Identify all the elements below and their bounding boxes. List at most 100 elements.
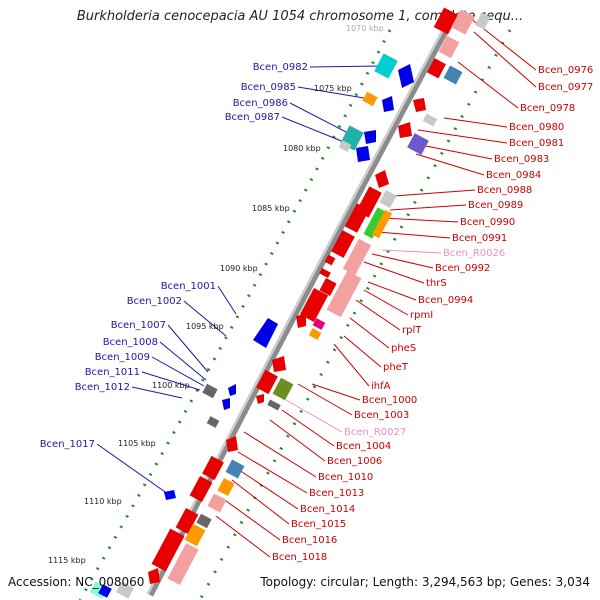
gene-label[interactable]: Bcen_R0027 bbox=[344, 427, 406, 438]
gene-feature[interactable] bbox=[398, 122, 412, 138]
gene-feature[interactable] bbox=[312, 318, 326, 330]
gene-label[interactable]: ihfA bbox=[371, 381, 391, 392]
gene-feature[interactable] bbox=[202, 383, 218, 399]
gene-feature[interactable] bbox=[364, 130, 376, 144]
gene-feature[interactable] bbox=[362, 91, 378, 107]
gene-label[interactable]: Bcen_0987 bbox=[225, 112, 280, 123]
gene-feature[interactable] bbox=[443, 65, 463, 85]
gene-feature[interactable] bbox=[326, 270, 362, 318]
gene-label[interactable]: Bcen_0986 bbox=[233, 98, 288, 109]
gene-label[interactable]: Bcen_1001 bbox=[161, 281, 216, 292]
gene-feature[interactable] bbox=[451, 9, 475, 35]
gene-label[interactable]: Bcen_0977 bbox=[538, 82, 593, 93]
gene-feature[interactable] bbox=[398, 64, 414, 88]
gene-label[interactable]: rpmI bbox=[410, 310, 433, 321]
gene-feature[interactable] bbox=[413, 98, 426, 112]
gene-label[interactable]: Bcen_0990 bbox=[460, 217, 515, 228]
gene-feature[interactable] bbox=[342, 238, 372, 276]
gene-feature[interactable] bbox=[338, 140, 352, 152]
gene-feature[interactable] bbox=[344, 203, 370, 233]
gene-feature[interactable] bbox=[379, 190, 397, 208]
gene-feature[interactable] bbox=[207, 493, 227, 513]
gene-feature[interactable] bbox=[296, 314, 306, 328]
gene-label[interactable]: Bcen_0991 bbox=[452, 233, 507, 244]
gene-feature[interactable] bbox=[217, 478, 235, 496]
gene-label[interactable]: Bcen_1002 bbox=[127, 296, 182, 307]
gene-feature[interactable] bbox=[148, 568, 160, 584]
gene-label[interactable]: Bcen_0982 bbox=[253, 62, 308, 73]
gene-feature[interactable] bbox=[175, 508, 199, 534]
gene-feature[interactable] bbox=[225, 459, 245, 479]
gene-feature[interactable] bbox=[202, 455, 224, 481]
gene-label[interactable]: Bcen_1009 bbox=[95, 352, 150, 363]
gene-feature[interactable] bbox=[426, 58, 446, 79]
gene-feature[interactable] bbox=[356, 146, 370, 162]
gene-label[interactable]: Bcen_0985 bbox=[241, 82, 296, 93]
gene-label[interactable]: Bcen_1010 bbox=[318, 472, 373, 483]
gene-feature[interactable] bbox=[189, 476, 213, 502]
gene-label[interactable]: Bcen_1011 bbox=[85, 367, 140, 378]
gene-feature[interactable] bbox=[164, 490, 176, 500]
gene-label[interactable]: pheS bbox=[391, 343, 416, 354]
gene-label[interactable]: Bcen_1016 bbox=[282, 535, 337, 546]
gene-feature[interactable] bbox=[308, 328, 322, 340]
gene-label[interactable]: Bcen_0989 bbox=[468, 200, 523, 211]
gene-feature[interactable] bbox=[272, 377, 294, 401]
gene-feature[interactable] bbox=[167, 543, 199, 585]
gene-feature[interactable] bbox=[272, 356, 286, 372]
gene-label[interactable]: Bcen_0994 bbox=[418, 295, 473, 306]
gene-label[interactable]: Bcen_0978 bbox=[520, 103, 575, 114]
gene-label[interactable]: Bcen_1007 bbox=[111, 320, 166, 331]
gene-feature[interactable] bbox=[253, 318, 278, 348]
gene-feature[interactable] bbox=[151, 528, 185, 572]
gene-feature[interactable] bbox=[475, 12, 491, 30]
gene-label[interactable]: Bcen_1015 bbox=[291, 519, 346, 530]
gene-feature[interactable] bbox=[324, 254, 336, 266]
gene-feature[interactable] bbox=[98, 584, 112, 598]
gene-label[interactable]: Bcen_1013 bbox=[309, 488, 364, 499]
gene-label[interactable]: Bcen_0976 bbox=[538, 65, 593, 76]
gene-label[interactable]: Bcen_1003 bbox=[354, 410, 409, 421]
gene-feature[interactable] bbox=[299, 288, 329, 322]
gene-label[interactable]: pheT bbox=[383, 362, 409, 373]
gene-feature[interactable] bbox=[206, 416, 220, 428]
gene-feature[interactable] bbox=[196, 513, 212, 529]
gene-feature[interactable] bbox=[267, 399, 281, 411]
gene-label[interactable]: thrS bbox=[426, 278, 447, 289]
gene-label[interactable]: Bcen_0980 bbox=[509, 122, 564, 133]
gene-feature[interactable] bbox=[438, 35, 460, 59]
gene-label[interactable]: Bcen_1004 bbox=[336, 441, 391, 452]
gene-feature[interactable] bbox=[422, 113, 438, 127]
gene-feature[interactable] bbox=[375, 170, 389, 188]
gene-feature[interactable] bbox=[256, 394, 264, 404]
gene-feature[interactable] bbox=[319, 268, 331, 278]
gene-label[interactable]: rplT bbox=[402, 325, 422, 336]
gene-feature[interactable] bbox=[371, 209, 393, 239]
gene-label[interactable]: Bcen_1006 bbox=[327, 456, 382, 467]
gene-feature[interactable] bbox=[407, 133, 429, 155]
gene-label[interactable]: Bcen_1018 bbox=[272, 552, 327, 563]
gene-feature[interactable] bbox=[374, 53, 398, 79]
gene-label[interactable]: Bcen_1000 bbox=[362, 395, 417, 406]
gene-label[interactable]: Bcen_1014 bbox=[300, 504, 355, 515]
gene-label[interactable]: Bcen_0983 bbox=[494, 154, 549, 165]
gene-feature[interactable] bbox=[319, 278, 337, 296]
gene-label[interactable]: Bcen_0992 bbox=[435, 263, 490, 274]
gene-feature[interactable] bbox=[433, 7, 459, 35]
gene-label[interactable]: Bcen_0981 bbox=[509, 138, 564, 149]
gene-feature[interactable] bbox=[226, 436, 238, 452]
gene-label[interactable]: Bcen_0984 bbox=[486, 170, 541, 181]
gene-label[interactable]: Bcen_R0026 bbox=[443, 248, 505, 259]
gene-label[interactable]: Bcen_1012 bbox=[75, 382, 130, 393]
gene-feature[interactable] bbox=[228, 384, 236, 396]
gene-feature[interactable] bbox=[363, 207, 387, 239]
gene-feature[interactable] bbox=[256, 369, 278, 395]
gene-feature[interactable] bbox=[382, 96, 394, 112]
gene-feature[interactable] bbox=[331, 230, 355, 258]
gene-feature[interactable] bbox=[222, 398, 230, 410]
gene-label[interactable]: Bcen_1008 bbox=[103, 337, 158, 348]
gene-label[interactable]: Bcen_1017 bbox=[40, 439, 95, 450]
gene-feature[interactable] bbox=[116, 581, 134, 599]
gene-feature[interactable] bbox=[184, 523, 206, 547]
